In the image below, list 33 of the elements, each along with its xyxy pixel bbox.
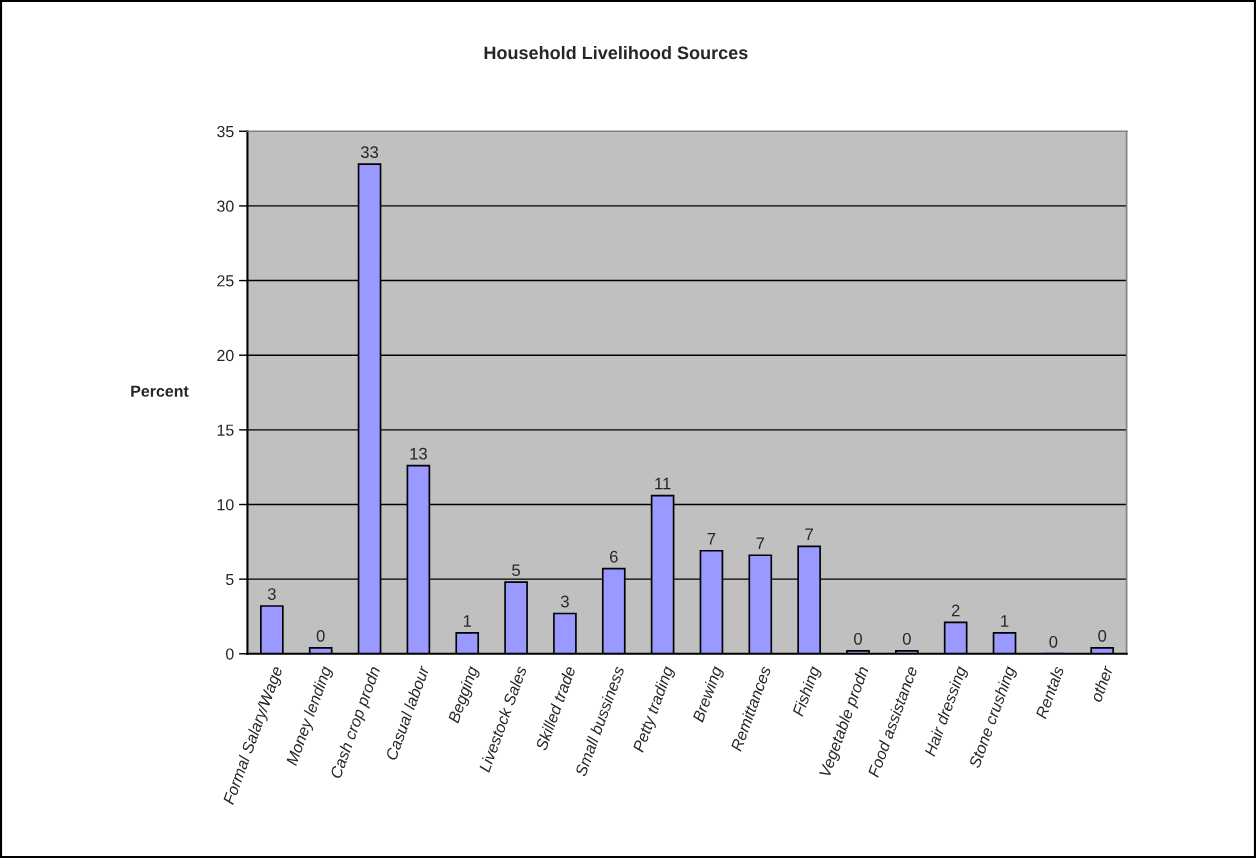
- y-tick-label: 5: [225, 573, 234, 586]
- x-tick-label: Skilled trade: [535, 665, 576, 752]
- y-tick-label: 25: [217, 275, 234, 287]
- data-label: 13: [410, 447, 427, 460]
- x-tick-label: Casual labour: [384, 664, 430, 761]
- data-label: 0: [902, 632, 911, 645]
- y-tick-label: 20: [217, 349, 234, 362]
- data-label: 1: [1001, 615, 1009, 627]
- data-label: 33: [360, 146, 379, 159]
- data-label: 3: [267, 588, 276, 600]
- data-label: 0: [1049, 635, 1058, 648]
- y-tick-label: 30: [217, 200, 234, 212]
- y-tick-label: 0: [225, 648, 234, 660]
- data-label: 5: [512, 564, 521, 577]
- data-label: 0: [1098, 629, 1107, 642]
- data-label: 7: [707, 533, 716, 545]
- y-tick-label: 15: [217, 424, 234, 436]
- data-label: 6: [609, 550, 618, 563]
- y-axis-title: Percent: [131, 385, 189, 397]
- y-tick-label: 10: [217, 499, 234, 511]
- y-tick-label: 35: [217, 125, 234, 138]
- x-tick-label: Rentals: [1035, 665, 1065, 720]
- x-tick-label: other: [1089, 664, 1114, 703]
- data-label: 0: [854, 632, 862, 645]
- x-tick-label: Petty trading: [632, 665, 677, 754]
- data-label: 7: [805, 528, 813, 541]
- data-label: 1: [463, 615, 472, 627]
- data-label: 2: [951, 604, 960, 617]
- data-label: 3: [560, 595, 569, 608]
- data-label: 7: [756, 537, 765, 550]
- data-label: 11: [655, 477, 671, 490]
- chart-title: Household Livelihood Sources: [484, 45, 748, 60]
- data-label: 0: [316, 629, 325, 642]
